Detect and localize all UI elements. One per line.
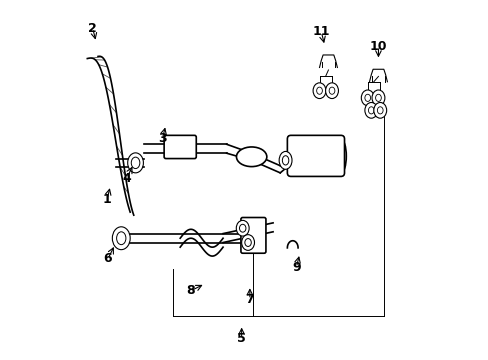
Ellipse shape (236, 220, 248, 236)
Ellipse shape (127, 153, 143, 173)
Text: 11: 11 (312, 25, 329, 38)
FancyBboxPatch shape (287, 135, 344, 176)
Ellipse shape (236, 147, 266, 167)
FancyBboxPatch shape (241, 217, 265, 253)
FancyBboxPatch shape (164, 135, 196, 158)
Text: 9: 9 (291, 261, 300, 274)
Ellipse shape (312, 83, 325, 99)
Ellipse shape (364, 103, 377, 118)
Ellipse shape (371, 90, 384, 106)
Text: 4: 4 (122, 172, 131, 185)
Ellipse shape (279, 152, 291, 169)
Text: 10: 10 (369, 40, 386, 53)
Text: 7: 7 (245, 293, 254, 306)
Text: 6: 6 (103, 252, 112, 265)
Ellipse shape (112, 227, 130, 249)
Text: 8: 8 (186, 284, 195, 297)
Text: 5: 5 (237, 333, 245, 346)
Text: 1: 1 (102, 193, 111, 206)
Ellipse shape (361, 90, 373, 106)
Ellipse shape (241, 235, 254, 250)
Text: 2: 2 (88, 22, 97, 35)
Ellipse shape (373, 103, 386, 118)
Ellipse shape (325, 83, 338, 99)
Text: 3: 3 (158, 132, 166, 145)
